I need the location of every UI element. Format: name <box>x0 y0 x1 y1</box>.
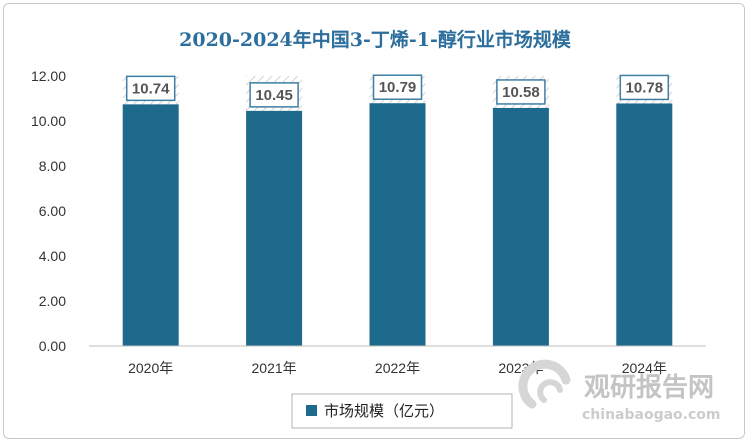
bar <box>122 104 179 346</box>
bar <box>492 107 549 346</box>
data-label-box <box>125 75 176 102</box>
y-tick-label: 8.00 <box>39 158 66 174</box>
data-label-box <box>372 74 423 100</box>
y-tick-label: 10.00 <box>31 113 66 129</box>
bar <box>246 110 303 346</box>
x-tick-label: 2022年 <box>375 360 420 376</box>
watermark-text-cn: 观研报告网 <box>584 372 714 403</box>
data-label-box <box>619 74 670 101</box>
data-label-box <box>249 82 299 108</box>
bar-chart: 2020-2024年中国3-丁烯-1-醇行业市场规模 10.74 10.45 10.… <box>31 28 720 429</box>
watermark: 观研报告网 chinabaogao.com <box>518 359 720 423</box>
data-label-box <box>496 79 546 105</box>
x-tick-label: 2020年 <box>128 360 173 376</box>
legend-swatch <box>306 405 317 416</box>
y-axis-ticks: 0.00 2.00 4.00 6.00 8.00 10.00 12.00 <box>31 68 66 354</box>
data-label: 10.45 <box>255 87 293 104</box>
legend-box <box>291 393 513 429</box>
x-tick-label: 2024年 <box>622 360 667 376</box>
watermark-logo-icon <box>518 359 571 409</box>
y-tick-label: 12.00 <box>31 68 66 84</box>
watermark-text-en: chinabaogao.com <box>582 407 720 423</box>
data-label: 10.78 <box>626 79 664 96</box>
chart-title: 2020-2024年中国3-丁烯-1-醇行业市场规模 <box>179 28 572 51</box>
legend-label: 市场规模（亿元） <box>324 403 444 420</box>
x-tick-label: 2021年 <box>252 360 297 376</box>
bar <box>369 103 426 346</box>
data-label: 10.79 <box>379 79 417 96</box>
data-label: 10.58 <box>502 84 540 101</box>
legend: 市场规模（亿元） <box>291 393 513 429</box>
bars <box>122 103 673 346</box>
chart-frame: 2020-2024年中国3-丁烯-1-醇行业市场规模 10.74 10.45 10.… <box>3 3 745 439</box>
bar <box>616 103 673 346</box>
data-labels: 10.74 10.45 10.79 10.58 10.78 <box>125 74 670 108</box>
y-tick-label: 6.00 <box>39 203 66 219</box>
y-tick-label: 2.00 <box>39 293 66 309</box>
y-tick-label: 4.00 <box>39 248 66 264</box>
x-axis-ticks: 2020年 2021年 2022年 2023年 2024年 <box>128 360 667 376</box>
data-label: 10.74 <box>132 80 170 97</box>
y-tick-label: 0.00 <box>39 338 66 354</box>
